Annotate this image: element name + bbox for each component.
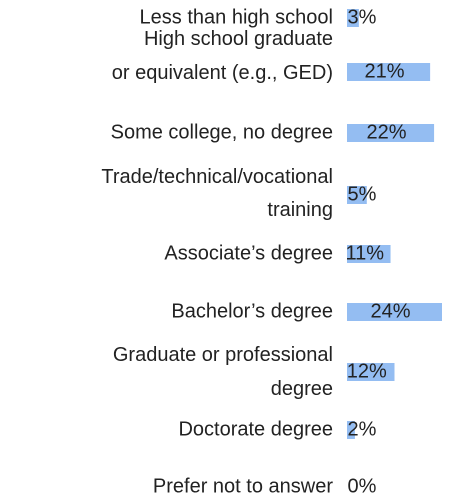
category-label: High school graduate or equivalent (e.g.,…: [112, 28, 333, 84]
label-line: Graduate or professional: [113, 344, 333, 366]
label-line: training: [267, 199, 333, 221]
value-label: 3%: [348, 6, 377, 28]
category-label: Trade/technical/vocational training: [101, 166, 333, 221]
category-label: Bachelor’s degree: [171, 300, 333, 322]
bar: [347, 421, 355, 439]
bar: [347, 303, 442, 321]
label-line: or equivalent (e.g., GED): [112, 62, 333, 84]
bar: [347, 9, 359, 27]
bar: [347, 245, 391, 263]
value-label: 2%: [348, 418, 377, 440]
value-label: 11%: [345, 242, 384, 264]
category-label: Graduate or professional degree: [113, 344, 333, 400]
value-label: 0%: [348, 475, 377, 497]
value-label: 12%: [347, 360, 387, 382]
category-label: Prefer not to answer: [153, 475, 333, 497]
category-label: Less than high school: [140, 6, 333, 28]
value-label: 5%: [348, 183, 377, 205]
category-label: Associate’s degree: [164, 242, 333, 264]
bar: [347, 124, 435, 142]
label-line: degree: [271, 378, 333, 400]
value-label: 24%: [370, 300, 410, 322]
label-line: High school graduate: [144, 28, 333, 50]
bar: [347, 363, 395, 381]
bar: [347, 63, 431, 81]
value-label: 22%: [367, 121, 407, 143]
bar: [347, 186, 367, 204]
value-label: 21%: [365, 60, 405, 82]
category-label: Doctorate degree: [178, 418, 333, 440]
label-line: Trade/technical/vocational: [101, 166, 333, 188]
category-label: Some college, no degree: [111, 121, 333, 143]
